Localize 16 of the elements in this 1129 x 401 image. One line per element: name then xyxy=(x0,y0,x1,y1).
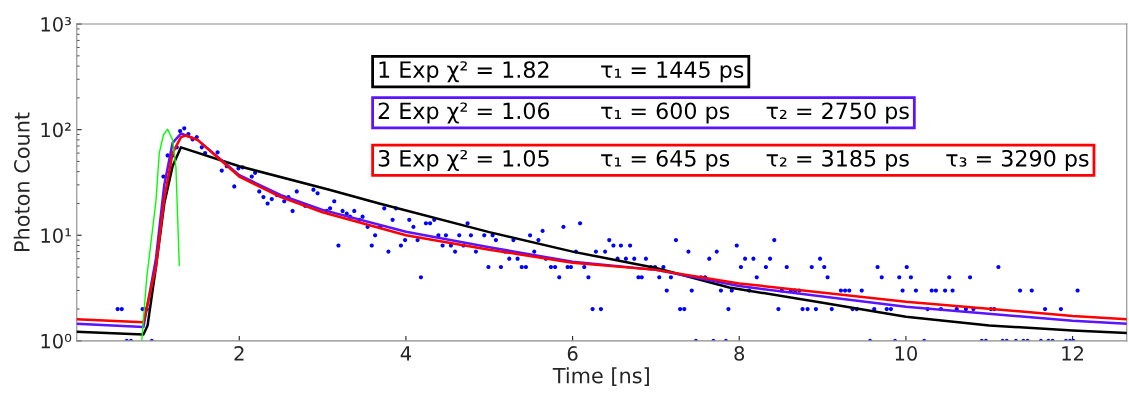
y-axis-title: Photon Count xyxy=(13,112,30,251)
x-tick-label: 8 xyxy=(734,346,745,361)
x-tick-label: 10 xyxy=(895,346,917,361)
annotation: 1 Exp χ² = 1.82 τ₁ = 1445 ps xyxy=(379,61,744,83)
y-tick-label: 10³ xyxy=(41,17,71,32)
x-tick-label: 2 xyxy=(234,346,244,361)
annotation: 3 Exp χ² = 1.05 τ₁ = 645 ps τ₂ = 3185 ps τ₃ = 3290 ps xyxy=(378,149,1089,172)
y-tick-label: 10¹ xyxy=(41,228,71,243)
y-tick-label: 10² xyxy=(41,122,71,138)
x-tick-label: 12 xyxy=(1062,346,1083,361)
y-tick-label: 10⁰ xyxy=(41,333,72,349)
annotation: 2 Exp χ² = 1.06 τ₁ = 600 ps τ₂ = 2750 ps xyxy=(378,102,909,124)
x-tick-label: 4 xyxy=(400,346,412,361)
line-series xyxy=(141,128,180,341)
x-tick-label: 6 xyxy=(567,346,578,361)
x-axis-title: Time [ns] xyxy=(552,367,649,386)
